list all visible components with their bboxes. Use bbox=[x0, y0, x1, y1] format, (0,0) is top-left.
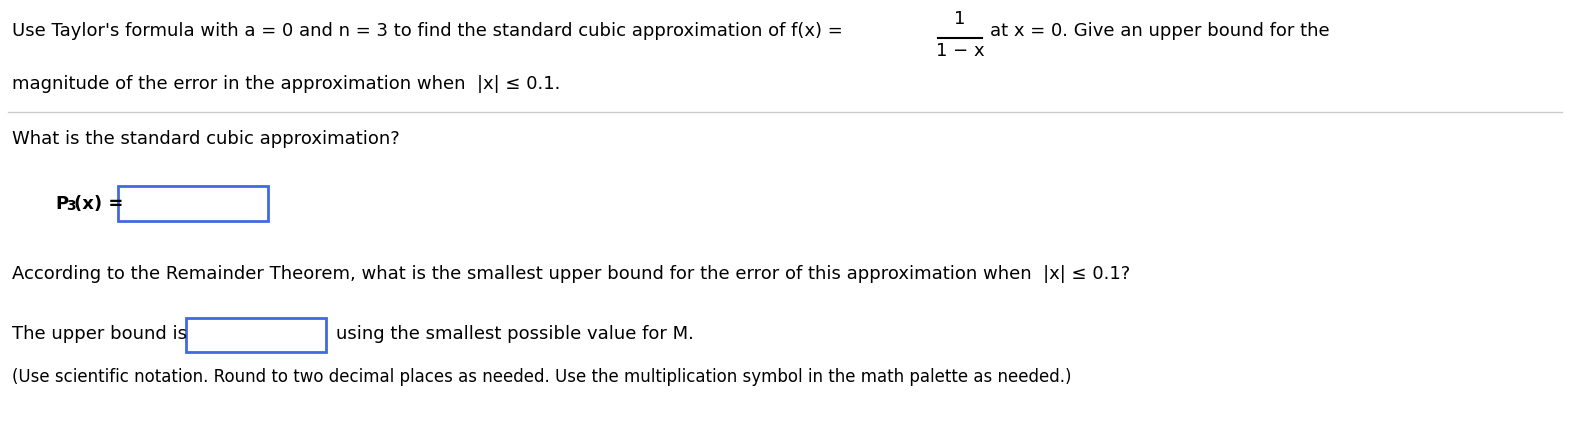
Text: at x = 0. Give an upper bound for the: at x = 0. Give an upper bound for the bbox=[991, 22, 1330, 40]
Text: magnitude of the error in the approximation when  |x| ≤ 0.1.: magnitude of the error in the approximat… bbox=[13, 75, 560, 93]
Text: 1 − x: 1 − x bbox=[936, 42, 984, 60]
Text: The upper bound is: The upper bound is bbox=[13, 325, 187, 343]
Text: using the smallest possible value for M.: using the smallest possible value for M. bbox=[336, 325, 694, 343]
FancyBboxPatch shape bbox=[118, 186, 268, 221]
FancyBboxPatch shape bbox=[185, 318, 327, 352]
Text: 1: 1 bbox=[955, 10, 966, 28]
Text: P: P bbox=[55, 195, 68, 213]
Text: (Use scientific notation. Round to two decimal places as needed. Use the multipl: (Use scientific notation. Round to two d… bbox=[13, 368, 1071, 386]
Text: (x) =: (x) = bbox=[74, 195, 124, 213]
Text: What is the standard cubic approximation?: What is the standard cubic approximation… bbox=[13, 130, 400, 148]
Text: Use Taylor's formula with a = 0 and n = 3 to find the standard cubic approximati: Use Taylor's formula with a = 0 and n = … bbox=[13, 22, 843, 40]
Text: 3: 3 bbox=[66, 199, 75, 213]
Text: According to the Remainder Theorem, what is the smallest upper bound for the err: According to the Remainder Theorem, what… bbox=[13, 265, 1130, 283]
